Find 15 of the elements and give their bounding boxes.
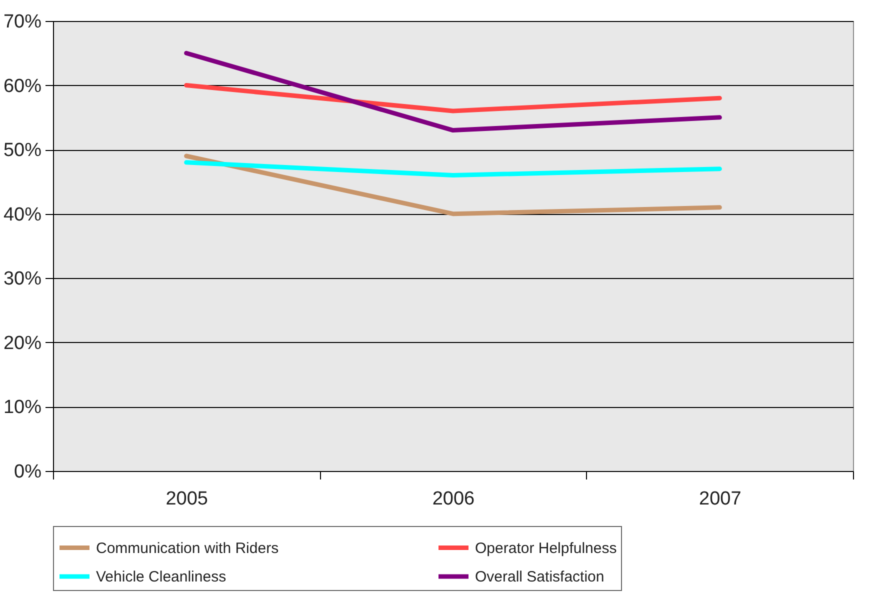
- y-tick-label: 60%: [3, 76, 42, 97]
- y-tick-label: 20%: [3, 332, 42, 354]
- legend-label: Vehicle Cleanliness: [96, 568, 226, 586]
- y-tick-label: 40%: [3, 204, 42, 226]
- y-tick-label: 10%: [3, 397, 42, 418]
- legend-label: Operator Helpfulness: [475, 540, 617, 557]
- legend-label: Overall Satisfaction: [475, 568, 604, 586]
- y-tick-label: 70%: [3, 12, 42, 32]
- x-tick-label: 2006: [432, 488, 475, 510]
- x-tick-label: 2007: [699, 488, 742, 510]
- legend-label: Communication with Riders: [96, 540, 279, 557]
- y-tick-label: 0%: [14, 462, 42, 482]
- y-tick-label: 50%: [3, 140, 42, 162]
- x-tick-label: 2005: [166, 488, 208, 510]
- y-tick-label: 30%: [3, 268, 42, 290]
